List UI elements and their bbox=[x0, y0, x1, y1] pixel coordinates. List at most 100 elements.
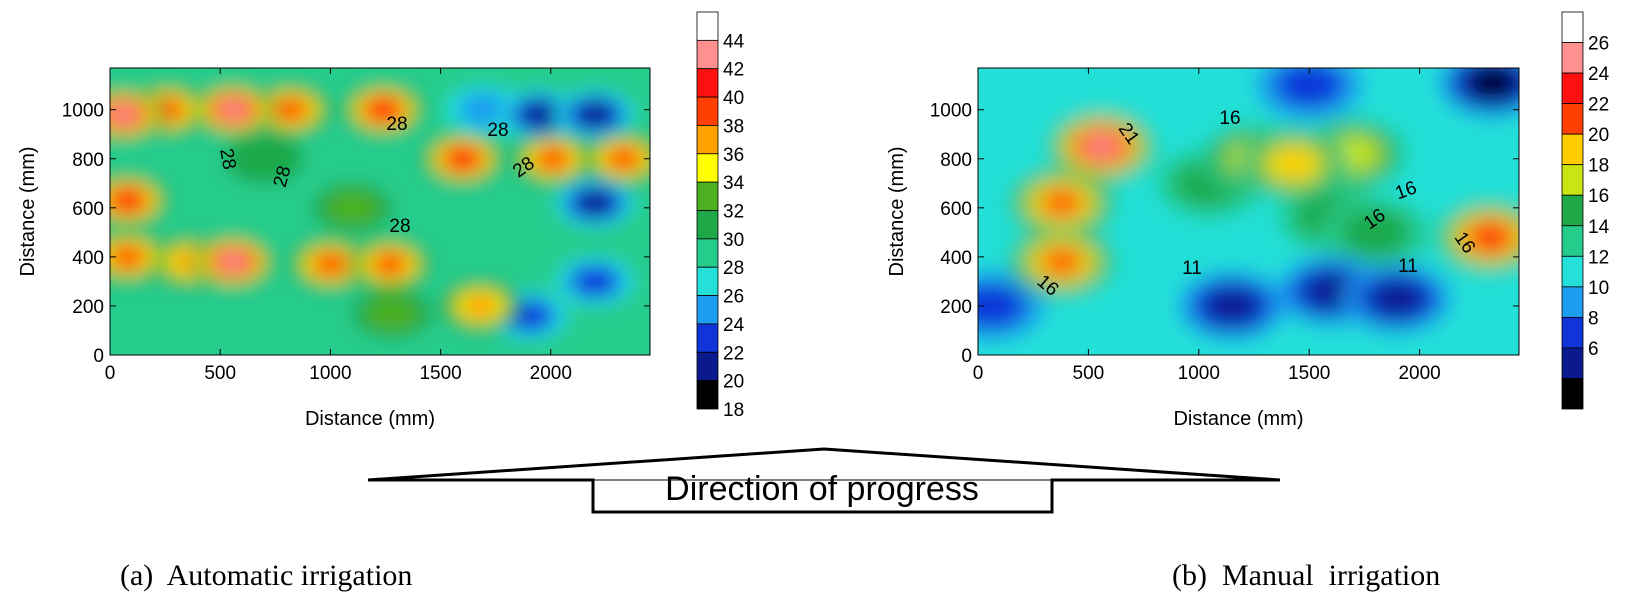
heatmap-cell bbox=[1472, 224, 1508, 250]
heatmap-cell bbox=[448, 148, 477, 169]
x-tick-label: 500 bbox=[204, 363, 236, 384]
colorbar-label: 10 bbox=[1588, 278, 1609, 299]
colorbar-swatch bbox=[696, 238, 719, 268]
x-tick-label: 500 bbox=[1073, 363, 1105, 384]
arrow-label: Direction of progress bbox=[665, 470, 979, 508]
heatmap-cell bbox=[314, 253, 347, 275]
colorbar-label: 18 bbox=[1588, 156, 1609, 177]
heatmap-cell bbox=[275, 98, 307, 121]
heatmap-cell bbox=[462, 293, 499, 318]
colorbar-swatch bbox=[1561, 194, 1584, 227]
colorbar-label: 12 bbox=[1588, 247, 1609, 268]
colorbar-swatch bbox=[696, 11, 719, 41]
heatmap-cell bbox=[521, 102, 558, 127]
panel-caption: (a) Automatic irrigation bbox=[120, 559, 412, 592]
x-axis-label: Distance (mm) bbox=[1173, 408, 1303, 430]
colorbar-swatch bbox=[696, 181, 719, 211]
colorbar-swatch bbox=[696, 68, 719, 98]
heatmap-cell bbox=[978, 282, 1027, 330]
colorbar-swatch bbox=[696, 210, 719, 240]
colorbar-label: 24 bbox=[1588, 64, 1610, 85]
colorbar: 26 24 22 20 18 16 14 12 10 8 6 bbox=[1561, 11, 1610, 410]
colorbar-label: 26 bbox=[723, 287, 744, 308]
heatmap-field-automatic bbox=[110, 68, 650, 355]
x-tick-label: 1000 bbox=[309, 363, 351, 384]
x-axis-label: Distance (mm) bbox=[305, 408, 435, 430]
colorbar-swatch bbox=[1561, 164, 1584, 196]
contour-label: 11 bbox=[1398, 256, 1418, 277]
colorbar-label: 30 bbox=[723, 230, 744, 251]
y-tick-label: 600 bbox=[940, 199, 972, 220]
colorbar-swatch bbox=[696, 153, 719, 183]
y-tick-label: 1000 bbox=[930, 101, 972, 122]
colorbar-swatch bbox=[1561, 133, 1584, 166]
heatmap-cell bbox=[110, 105, 137, 124]
contour-label: 28 bbox=[386, 114, 407, 135]
colorbar-label: 22 bbox=[723, 343, 744, 364]
heatmap-cell bbox=[1469, 68, 1516, 99]
colorbar-label: 6 bbox=[1588, 339, 1599, 360]
colorbar-label: 36 bbox=[723, 145, 744, 166]
plot-frame bbox=[977, 67, 1520, 356]
colorbar-label: 16 bbox=[1588, 186, 1609, 207]
contour-label: 28 bbox=[389, 216, 410, 237]
heatmap-cell bbox=[573, 267, 617, 296]
heatmap-cell bbox=[577, 190, 613, 215]
colorbar-label: 40 bbox=[723, 88, 744, 109]
direction-arrow: Direction of progress bbox=[367, 447, 1281, 514]
heatmap-cell bbox=[577, 102, 613, 127]
x-tick-label: 0 bbox=[973, 363, 984, 384]
heatmap-cell bbox=[607, 148, 640, 170]
heatmap-cell bbox=[220, 100, 247, 119]
colorbar-label: 42 bbox=[723, 60, 744, 81]
colorbar-swatch bbox=[696, 96, 719, 126]
heatmap-cell bbox=[220, 252, 247, 271]
contour-label: 16 bbox=[1219, 108, 1240, 129]
x-tick-label: 2000 bbox=[1398, 363, 1440, 384]
y-tick-label: 1000 bbox=[62, 101, 104, 122]
colorbar-label: 28 bbox=[723, 258, 744, 279]
colorbar-label: 18 bbox=[723, 400, 744, 421]
heatmap-cell bbox=[1204, 287, 1260, 325]
y-tick-label: 800 bbox=[72, 150, 104, 171]
x-tick-label: 1000 bbox=[1178, 363, 1220, 384]
contour-label: 28 bbox=[215, 147, 239, 171]
colorbar-swatch bbox=[1561, 225, 1584, 257]
axes: 0 500 1000 1500 2000 0 200 400 600 800 1000 Distanc… bbox=[17, 68, 650, 430]
colorbar-swatch bbox=[1561, 42, 1584, 74]
y-axis-label: Distance (mm) bbox=[886, 146, 908, 276]
heatmap-cell bbox=[1042, 248, 1082, 276]
colorbar-swatch bbox=[1561, 103, 1584, 135]
colorbar-label: 22 bbox=[1588, 95, 1609, 116]
colorbar-label: 26 bbox=[1588, 34, 1609, 55]
colorbar-label: 20 bbox=[1588, 125, 1609, 146]
colorbar-swatch bbox=[1561, 286, 1584, 318]
contour-label: 28 bbox=[487, 120, 508, 141]
y-tick-label: 800 bbox=[940, 150, 972, 171]
colorbar-swatch bbox=[696, 266, 719, 296]
colorbar-swatch bbox=[696, 39, 719, 70]
colorbar-label: 14 bbox=[1588, 217, 1610, 238]
heatmap-cell bbox=[1085, 135, 1118, 158]
y-tick-label: 400 bbox=[940, 248, 972, 269]
colorbar-label: 38 bbox=[723, 116, 744, 137]
heatmap-cell bbox=[365, 295, 420, 331]
heatmap-cell bbox=[369, 99, 398, 120]
colorbar-swatch bbox=[1561, 347, 1584, 379]
heatmap-cell bbox=[325, 190, 380, 226]
heatmap-cell bbox=[1271, 148, 1317, 180]
y-axis-label: Distance (mm) bbox=[17, 146, 39, 276]
colorbar-swatch bbox=[1561, 72, 1584, 105]
colorbar-swatch bbox=[1561, 378, 1584, 410]
colorbar-swatch bbox=[1561, 255, 1584, 288]
plot-frame bbox=[109, 67, 651, 356]
heatmap-cell bbox=[1273, 68, 1345, 109]
colorbar-label: 34 bbox=[723, 173, 745, 194]
heatmap-cell bbox=[113, 190, 142, 211]
colorbar-label: 20 bbox=[723, 372, 744, 393]
colorbar: 44 42 40 38 36 34 32 30 28 26 24 22 20 18 bbox=[696, 11, 745, 421]
